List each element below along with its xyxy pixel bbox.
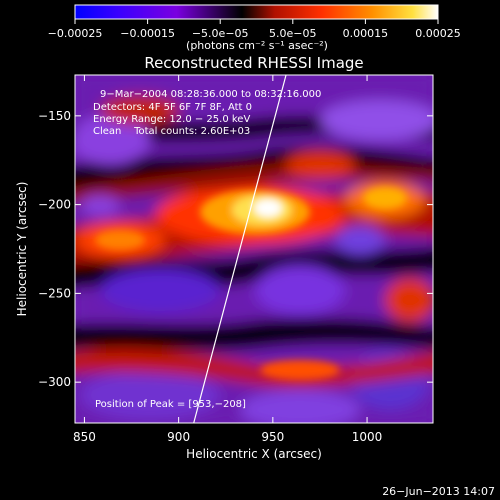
colorbar-unit-label: (photons cm⁻² s⁻¹ asec⁻²) (186, 39, 328, 52)
chart-title: Reconstructed RHESSI Image (144, 54, 363, 72)
heatmap-image (75, 75, 433, 423)
y-axis-ticks: −150 −200 −250 −300 (38, 109, 433, 389)
y-tick-label: −300 (38, 375, 71, 389)
colorbar-tick-label: 5.0e−05 (269, 27, 316, 40)
colorbar-tick-label: 0.00015 (343, 27, 389, 40)
x-axis-label: Heliocentric X (arcsec) (186, 447, 322, 461)
x-tick-label: 900 (167, 430, 190, 444)
y-tick-label: −150 (38, 109, 71, 123)
colorbar-ticks: −0.00025 −0.00015 −5.0e−05 5.0e−05 0.00015 0.… (48, 19, 461, 40)
y-tick-label: −250 (38, 286, 71, 300)
annotation-energy-range: Energy Range: 12.0 − 25.0 keV (93, 114, 250, 125)
colorbar-tick-label: −5.0e−05 (192, 27, 249, 40)
timestamp: 26−Jun−2013 14:07 (382, 485, 495, 498)
colorbar-tick-label: −0.00015 (120, 27, 175, 40)
peak-position-label: Position of Peak = [953,−208] (95, 399, 246, 410)
x-tick-label: 950 (261, 430, 284, 444)
y-tick-label: −200 (38, 198, 71, 212)
annotation-time-range: 9−Mar−2004 08:28:36.000 to 08:32:16.000 (100, 89, 321, 100)
annotation-counts: Clean Total counts: 2.60E+03 (93, 126, 250, 137)
annotation-block: 9−Mar−2004 08:28:36.000 to 08:32:16.000 … (93, 89, 321, 137)
colorbar-tick-label: −0.00025 (48, 27, 103, 40)
colorbar-tick-label: 0.00025 (415, 27, 461, 40)
x-tick-label: 850 (73, 430, 96, 444)
plot-frame (74, 74, 434, 424)
x-tick-label: 1000 (352, 430, 383, 444)
y-axis-label: Heliocentric Y (arcsec) (15, 182, 29, 317)
x-axis-ticks: 850 900 950 1000 (73, 75, 382, 444)
colorbar (74, 4, 439, 20)
solar-limb-line (193, 74, 287, 424)
annotation-detectors: Detectors: 4F 5F 6F 7F 8F, Att 0 (93, 102, 252, 113)
